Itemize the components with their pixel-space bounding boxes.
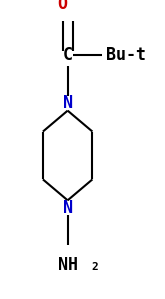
Text: NH: NH (58, 256, 78, 274)
Text: C: C (63, 46, 73, 64)
Text: O: O (58, 0, 68, 13)
Text: N: N (63, 199, 73, 217)
Text: Bu-t: Bu-t (106, 46, 146, 64)
Text: 2: 2 (92, 262, 98, 272)
Text: N: N (63, 94, 73, 112)
